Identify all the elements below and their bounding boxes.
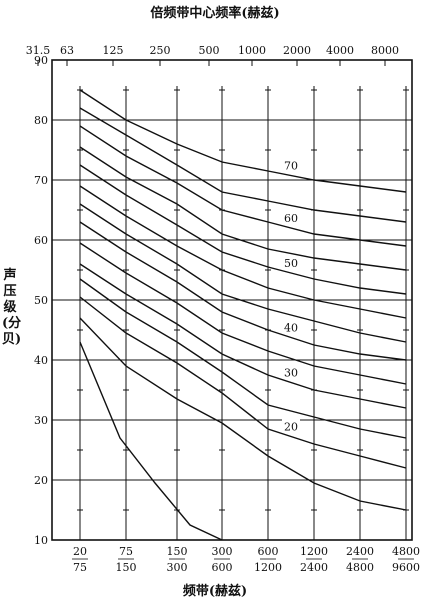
bottom-tick-label-lower-5: 2400 (300, 561, 328, 574)
bottom-tick-label-upper-5: 1200 (300, 545, 328, 558)
curve-line-2 (79, 125, 407, 247)
curve-label-bg-7 (282, 320, 300, 334)
curve-line-7 (79, 221, 407, 361)
bottom-tick-label-lower-2: 300 (167, 561, 188, 574)
curve-line-6 (79, 203, 407, 343)
bottom-tick-label-upper-7: 4800 (392, 545, 420, 558)
curve-line-12 (79, 317, 407, 511)
y-axis-title: 声压 级 (分贝) (2, 268, 22, 348)
curve-label-11: 20 (284, 421, 298, 434)
curve-label-4: 50 (284, 257, 298, 270)
curve-label-2: 60 (284, 212, 298, 225)
curve-label-bg-0 (282, 158, 300, 172)
top-tick-label-0: 31.5 (26, 44, 51, 57)
y-tick-label-5: 60 (34, 234, 48, 247)
curve-label-bg-11 (282, 419, 300, 433)
y-tick-label-2: 30 (34, 414, 48, 427)
bottom-axis-title: 频带(赫兹) (182, 584, 248, 599)
y-tick-label-7: 80 (34, 114, 48, 127)
y-tick-label-4: 50 (34, 294, 48, 307)
top-tick-label-5: 1000 (238, 44, 266, 57)
curve-line-11 (79, 296, 407, 469)
curve-label-9: 30 (284, 367, 298, 380)
bottom-tick-label-upper-0: 20 (73, 545, 87, 558)
curve-line-4 (79, 164, 407, 295)
top-tick-label-2: 125 (103, 44, 124, 57)
curve-label-0: 70 (284, 160, 298, 173)
top-tick-label-7: 4000 (326, 44, 354, 57)
y-tick-label-1: 20 (34, 474, 48, 487)
bottom-tick-label-upper-2: 150 (167, 545, 188, 558)
y-axis-title-line-1: 声压 (3, 268, 17, 299)
bottom-tick-label-lower-1: 150 (116, 561, 137, 574)
bottom-tick-label-upper-1: 75 (119, 545, 133, 558)
curve-line-5 (79, 185, 407, 319)
bottom-tick-label-upper-3: 300 (212, 545, 233, 558)
y-axis-title-line-3: (分贝) (2, 316, 22, 347)
bottom-tick-label-lower-7: 9600 (392, 561, 420, 574)
top-tick-label-3: 250 (150, 44, 171, 57)
top-tick-label-6: 2000 (283, 44, 311, 57)
curve-line-3 (79, 146, 407, 271)
bottom-tick-label-upper-4: 600 (258, 545, 279, 558)
curve-label-7: 40 (284, 322, 298, 335)
bottom-tick-label-lower-4: 1200 (254, 561, 282, 574)
curve-line-8 (79, 242, 407, 385)
curve-line-10 (79, 278, 407, 439)
top-tick-label-4: 500 (199, 44, 220, 57)
bottom-tick-label-lower-0: 75 (73, 561, 87, 574)
y-tick-label-0: 10 (34, 534, 48, 547)
curve-line-1 (79, 107, 407, 223)
bottom-tick-label-upper-6: 2400 (346, 545, 374, 558)
bottom-tick-label-lower-6: 4800 (346, 561, 374, 574)
bottom-tick-label-lower-3: 600 (212, 561, 233, 574)
curve-label-bg-2 (282, 211, 300, 224)
y-tick-label-6: 70 (34, 174, 48, 187)
top-axis-title: 倍频带中心频率(赫兹) (150, 6, 280, 21)
y-axis-title-line-2: 级 (3, 300, 17, 315)
curve-line-0 (79, 89, 407, 193)
top-tick-label-1: 63 (60, 44, 74, 57)
curve-line-9 (79, 263, 407, 409)
y-tick-label-3: 40 (34, 354, 48, 367)
top-tick-label-8: 8000 (371, 44, 399, 57)
curve-line-lowest (79, 341, 223, 541)
curve-label-bg-9 (282, 365, 300, 379)
curve-label-bg-4 (282, 256, 300, 269)
